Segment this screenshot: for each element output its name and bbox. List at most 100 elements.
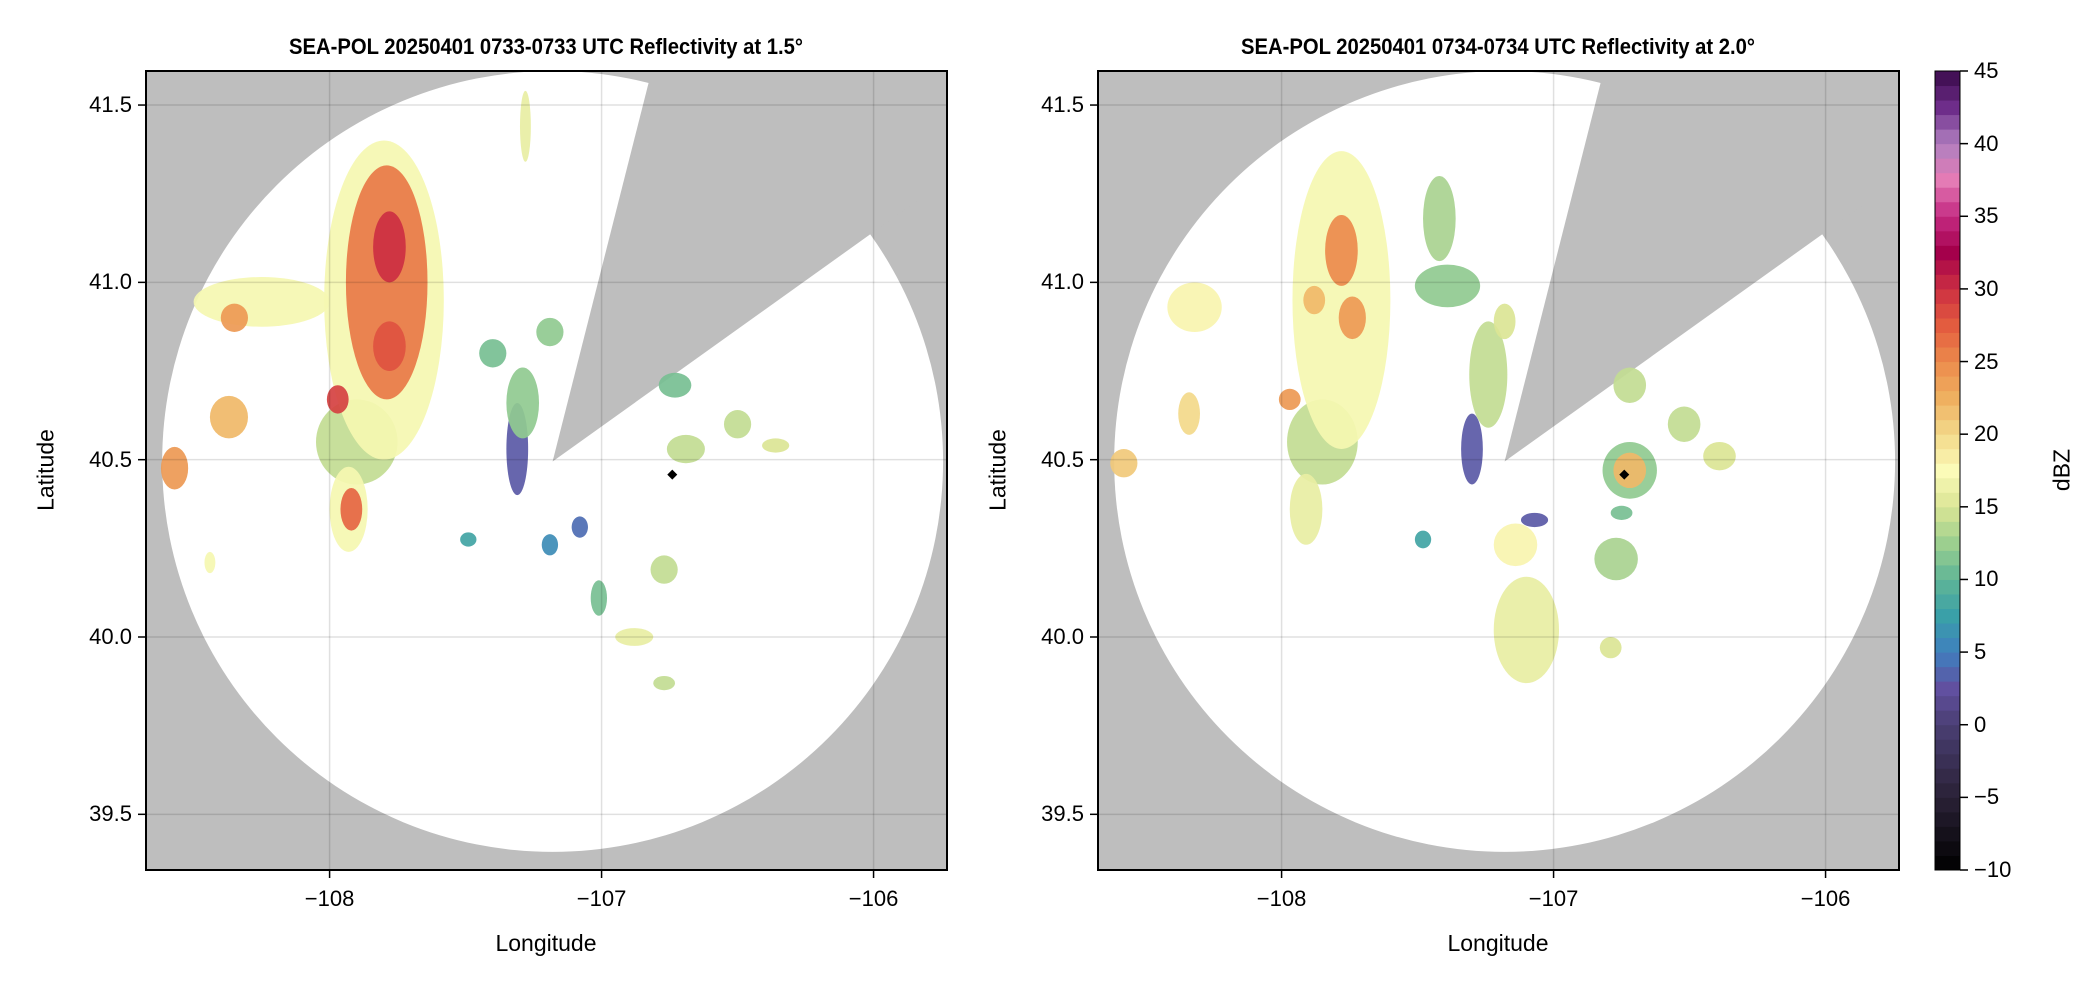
reflectivity-echo [345, 165, 428, 400]
reflectivity-echo [160, 446, 189, 490]
colorbar-bin [1935, 855, 1960, 871]
colorbar-bin [1935, 405, 1960, 421]
axes-frame [1097, 70, 1900, 871]
radar-location-marker [667, 469, 678, 480]
colorbar-bin [1935, 114, 1960, 130]
colorbar-bin [1935, 681, 1960, 697]
y-tick-label: 41.5 [89, 92, 132, 118]
y-tick-label: 40.5 [1041, 446, 1084, 472]
colorbar-bin [1935, 521, 1960, 537]
echo-layer [1110, 151, 1736, 684]
y-tick-label: 40.0 [89, 624, 132, 649]
plot-1-svg [138, 70, 948, 878]
reflectivity-echo [1594, 537, 1638, 581]
reflectivity-echo [373, 211, 406, 283]
colorbar-tick-label: 15 [1974, 493, 1999, 519]
colorbar-bin [1935, 143, 1960, 159]
colorbar [1934, 70, 1968, 871]
reflectivity-echo [1461, 413, 1483, 485]
reflectivity-echo [571, 516, 588, 538]
colorbar-bin [1935, 593, 1960, 610]
colorbar-bin [1935, 739, 1960, 755]
reflectivity-echo [1325, 214, 1358, 286]
colorbar-bin [1935, 434, 1960, 450]
colorbar-bin [1935, 317, 1960, 333]
y-tick-label: 40.5 [89, 446, 132, 472]
map-layer [146, 71, 947, 870]
reflectivity-echo [653, 676, 676, 691]
colorbar-bin [1935, 652, 1960, 668]
reflectivity-echo [541, 534, 559, 556]
colorbar-tick-label: 35 [1974, 203, 1999, 229]
colorbar-bin [1935, 259, 1960, 275]
colorbar-bin [1935, 666, 1960, 682]
reflectivity-echo [1414, 530, 1432, 549]
reflectivity-echo [1613, 452, 1647, 489]
colorbar-bin [1935, 608, 1960, 624]
x-tick-label: −107 [1528, 886, 1579, 911]
colorbar-bin [1935, 172, 1960, 188]
reflectivity-echo [506, 367, 540, 439]
colorbar-bin [1935, 100, 1960, 116]
reflectivity-echo [615, 628, 654, 646]
colorbar-bin [1935, 492, 1960, 508]
reflectivity-echo [1110, 449, 1138, 478]
plot-1-xlabel: Longitude [495, 930, 597, 956]
colorbar-bin [1935, 463, 1960, 479]
y-tick-label: 41.0 [1041, 269, 1084, 295]
reflectivity-echo [1167, 282, 1222, 333]
reflectivity-echo [1303, 285, 1326, 315]
colorbar-bin [1935, 695, 1960, 711]
x-tick-label: −108 [304, 886, 355, 911]
colorbar-bin [1935, 376, 1960, 392]
colorbar-tick-label: 30 [1974, 275, 1999, 301]
reflectivity-echo [1613, 367, 1647, 403]
reflectivity-echo [1278, 388, 1301, 411]
colorbar-bin [1935, 637, 1960, 653]
y-tick-label: 40.0 [1041, 624, 1084, 649]
colorbar-bin [1935, 85, 1960, 101]
reflectivity-echo [1520, 512, 1549, 528]
colorbar-svg [1934, 70, 1968, 871]
y-tick-label: 39.5 [1041, 801, 1084, 827]
colorbar-tick-label: −10 [1974, 857, 2012, 882]
colorbar-bin [1935, 288, 1960, 304]
reflectivity-echo [1423, 175, 1456, 262]
reflectivity-echo [479, 339, 507, 368]
colorbar-tick-label: 20 [1974, 421, 1999, 447]
axes-frame [145, 70, 948, 871]
colorbar-bin [1935, 129, 1960, 145]
colorbar-bin [1935, 245, 1960, 261]
plot-2-axes [1090, 70, 1900, 878]
colorbar-bin [1935, 579, 1960, 595]
colorbar-tick-label: −5 [1974, 784, 2000, 810]
plot-2-svg [1090, 70, 1900, 878]
reflectivity-echo [658, 372, 692, 398]
colorbar-tick-label: 0 [1974, 711, 1987, 737]
reflectivity-echo [1178, 392, 1200, 435]
reflectivity-echo [1493, 303, 1516, 340]
plot-2-ylabel: Latitude [984, 429, 1011, 511]
reflectivity-echo [1338, 296, 1366, 340]
colorbar-bin [1935, 274, 1960, 290]
reflectivity-echo [373, 321, 406, 372]
reflectivity-echo [1493, 576, 1560, 684]
colorbar-bin [1935, 187, 1960, 203]
plot-1-axes [138, 70, 948, 878]
plot-2-xlabel: Longitude [1447, 930, 1549, 956]
reflectivity-echo [666, 434, 705, 464]
reflectivity-echo [762, 438, 790, 453]
colorbar-bin [1935, 506, 1960, 522]
colorbar-bin [1935, 230, 1960, 246]
map-layer [1098, 71, 1899, 870]
x-tick-label: −106 [848, 886, 899, 911]
colorbar-bin [1935, 158, 1960, 174]
blocked-sector [1504, 71, 1899, 462]
colorbar-bin [1935, 332, 1960, 348]
reflectivity-echo [1703, 441, 1736, 471]
colorbar-bin [1935, 564, 1960, 580]
colorbar-tick-label: 25 [1974, 348, 1999, 374]
x-tick-label: −108 [1256, 886, 1307, 911]
x-tick-label: −107 [576, 886, 627, 911]
reflectivity-echo [340, 488, 363, 531]
